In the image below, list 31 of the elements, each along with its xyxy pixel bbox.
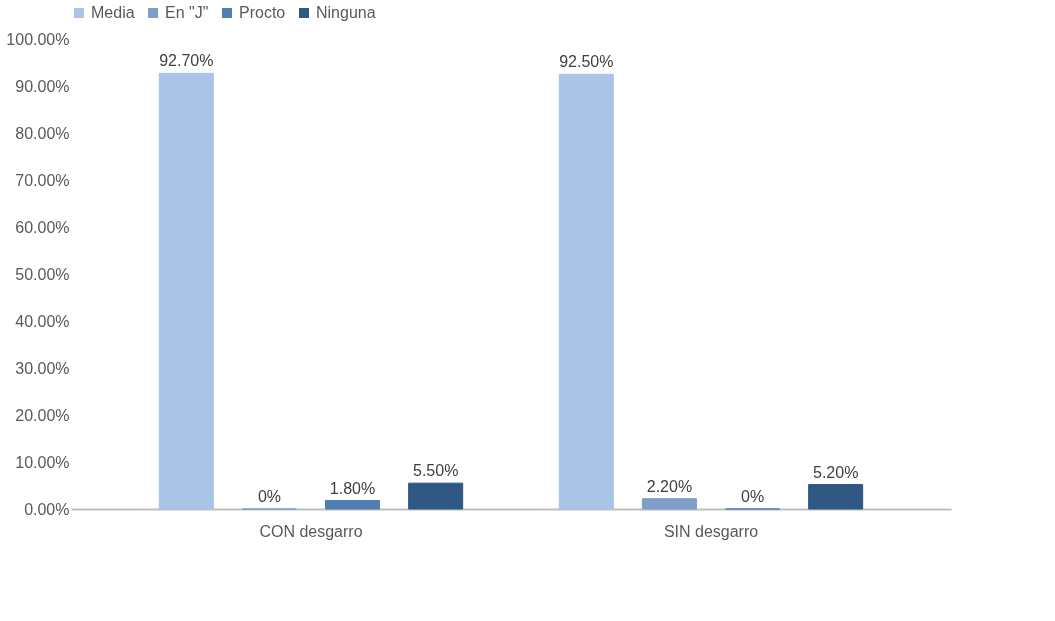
data-label: 2.20% <box>646 477 693 495</box>
bar <box>641 498 697 510</box>
bar <box>558 73 614 510</box>
legend-label: Procto <box>239 4 286 21</box>
y-tick-label: 90.00% <box>15 77 70 95</box>
data-label: 5.20% <box>812 463 859 481</box>
data-label: 1.80% <box>329 479 376 497</box>
bar <box>158 72 214 510</box>
bar <box>808 484 864 510</box>
y-tick-label: 60.00% <box>15 218 70 236</box>
y-tick-label: 50.00% <box>15 265 70 283</box>
y-tick-label: 80.00% <box>15 124 70 142</box>
y-tick-label: 40.00% <box>15 312 70 330</box>
x-tick-label: CON desgarro <box>259 522 363 540</box>
data-label: 0% <box>257 488 281 505</box>
data-label: 92.50% <box>559 53 614 71</box>
y-tick-label: 10.00% <box>15 453 70 471</box>
bar <box>325 500 381 510</box>
data-label: 0% <box>741 488 765 505</box>
data-label: 5.50% <box>412 462 459 480</box>
legend-label: En "J" <box>165 4 209 21</box>
y-tick-label: 70.00% <box>15 171 70 189</box>
x-tick-label: SIN desgarro <box>663 522 759 540</box>
y-tick-label: 0.00% <box>24 500 70 518</box>
legend-label: Ninguna <box>316 4 376 21</box>
legend-label: Media <box>91 4 135 21</box>
bar <box>408 482 464 510</box>
y-tick-label: 30.00% <box>15 359 70 377</box>
y-tick-label: 20.00% <box>15 406 70 424</box>
y-tick-label: 100.00% <box>6 30 70 48</box>
data-label: 92.70% <box>159 52 214 70</box>
